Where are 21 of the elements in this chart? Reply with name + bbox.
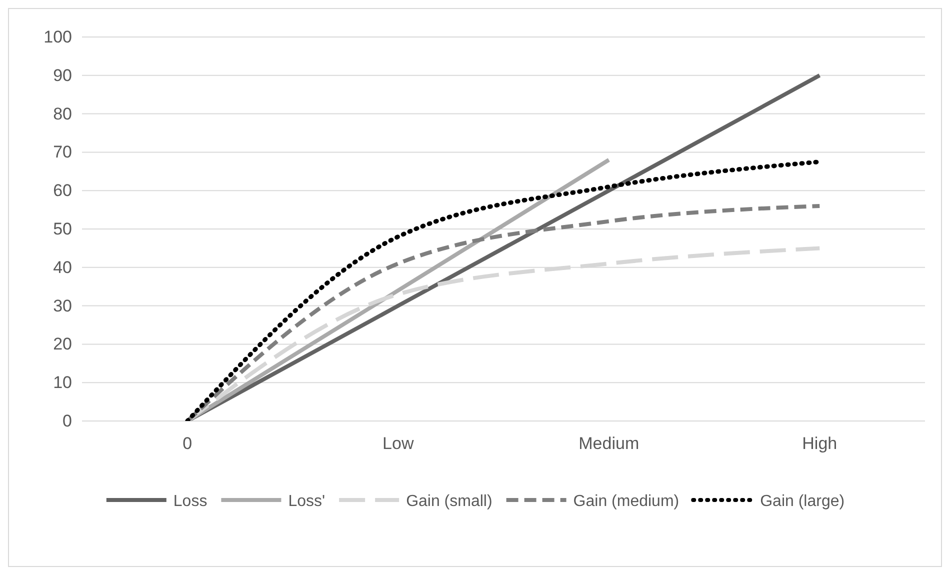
y-tick-label: 30: [53, 296, 72, 316]
y-tick-label: 90: [53, 66, 72, 85]
legend-label: Loss': [288, 493, 326, 510]
y-tick-label: 10: [53, 373, 72, 392]
line-series: [185, 204, 822, 421]
x-tick-label: Medium: [578, 434, 640, 454]
y-tick-label: 60: [53, 181, 72, 200]
x-tick-label: 0: [182, 434, 192, 454]
legend-label: Gain (large): [760, 493, 845, 510]
y-tick-label: 0: [62, 411, 72, 430]
legend-label: Gain (medium): [573, 493, 680, 510]
y-tick-label: 40: [53, 258, 72, 277]
y-tick-label: 20: [53, 334, 72, 354]
y-tick-label: 50: [53, 219, 72, 238]
y-tick-label: 80: [53, 104, 72, 124]
legend-label: Gain (small): [406, 493, 492, 510]
x-tick-label: High: [802, 434, 838, 454]
y-tick-label: 100: [44, 27, 72, 46]
legend-label: Loss: [173, 493, 208, 510]
y-tick-label: 70: [53, 142, 72, 162]
x-tick-label: Low: [382, 434, 414, 454]
